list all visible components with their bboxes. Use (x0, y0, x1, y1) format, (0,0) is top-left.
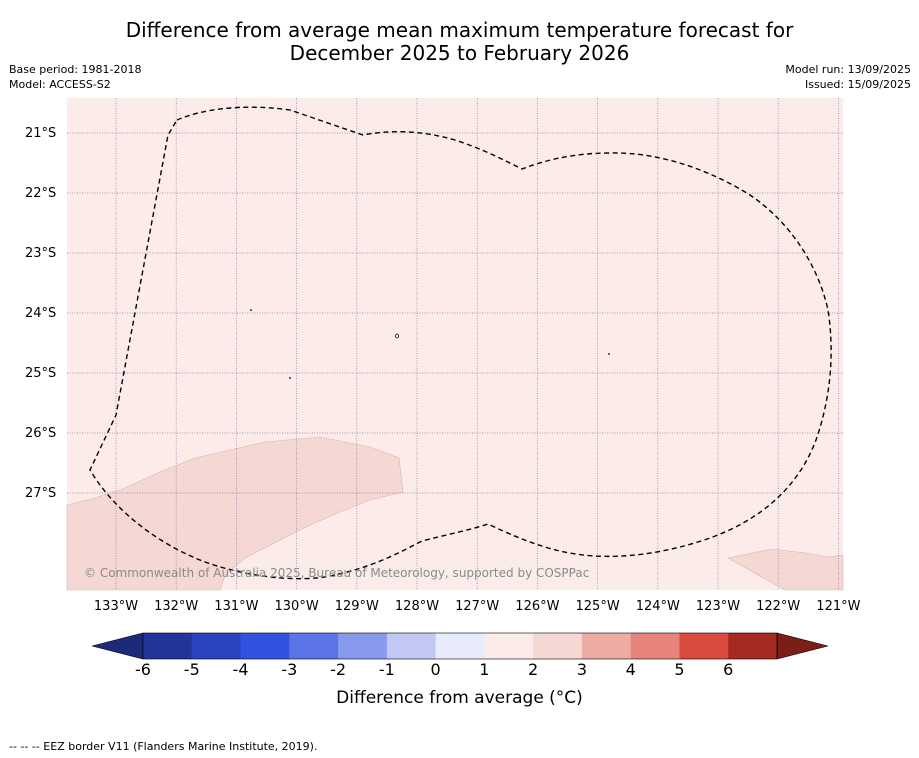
colorbar-tick-label: 2 (528, 660, 539, 679)
copyright-text: © Commonwealth of Australia 2025, Bureau… (84, 566, 590, 580)
colorbar-tick-label: -5 (183, 660, 200, 679)
colorbar-segment (581, 633, 632, 659)
colorbar-tick-label: 6 (723, 660, 734, 679)
base-period-text: Base period: 1981-2018 (9, 63, 142, 76)
colorbar-segment (143, 633, 193, 659)
longitude-label: 127°W (455, 599, 500, 614)
colorbar-segment (435, 633, 485, 659)
anomaly-patch-west (66, 436, 404, 591)
longitude-label: 121°W (816, 599, 861, 614)
colorbar-tick-label: -6 (135, 660, 151, 679)
longitude-label: 125°W (575, 599, 620, 614)
longitude-label: 128°W (394, 599, 440, 614)
longitude-label: 126°W (515, 599, 560, 614)
longitude-label: 131°W (214, 599, 259, 614)
colorbar-tick-label: -1 (378, 660, 395, 679)
island-marker (608, 353, 610, 355)
colorbar-segment (289, 633, 339, 659)
anomaly-patch-east (727, 548, 844, 591)
latitude-label: 24°S (25, 306, 57, 321)
latitude-label: 27°S (25, 486, 57, 501)
longitude-label: 122°W (756, 599, 801, 614)
latitude-label: 23°S (25, 246, 57, 261)
latitude-label: 26°S (25, 426, 57, 441)
longitude-label: 129°W (334, 599, 379, 614)
map-title-line-1: Difference from average mean maximum tem… (125, 18, 794, 42)
colorbar-tick-label: 1 (479, 660, 490, 679)
colorbar-segment (533, 633, 583, 659)
longitude-label: 124°W (635, 599, 680, 614)
colorbar-tick-label: 0 (430, 660, 441, 679)
colorbar-tick-label: 4 (625, 660, 636, 679)
island-marker (289, 377, 291, 379)
colorbar-label: Difference from average (°C) (336, 688, 583, 708)
model-run-text: Model run: 13/09/2025 (785, 63, 911, 76)
colorbar-segment (191, 633, 241, 659)
issued-text: Issued: 15/09/2025 (804, 78, 911, 91)
colorbar-segment (728, 633, 778, 659)
model-text: Model: ACCESS-S2 (9, 78, 111, 91)
latitude-label: 21°S (25, 126, 57, 141)
colorbar-tick-label: -2 (330, 660, 347, 679)
colorbar (91, 632, 829, 660)
colorbar-extend-high (776, 632, 829, 660)
colorbar-segment (679, 633, 729, 659)
colorbar-extend-low (91, 632, 144, 660)
colorbar-segment (338, 633, 388, 659)
longitude-label: 123°W (695, 599, 741, 614)
colorbar-tick-label: -3 (281, 660, 298, 679)
graticule (67, 98, 843, 590)
latitude-label: 25°S (25, 366, 57, 381)
colorbar-segment (630, 633, 680, 659)
colorbar-segment (484, 633, 534, 659)
longitude-label: 132°W (154, 599, 199, 614)
colorbar-tick-label: -4 (232, 660, 249, 679)
colorbar-segment (386, 633, 437, 659)
eez-border-legend: -- -- -- EEZ border V11 (Flanders Marine… (9, 740, 318, 753)
longitude-label: 133°W (93, 599, 139, 614)
islands (250, 309, 610, 379)
eez-border (89, 106, 832, 580)
colorbar-tick-label: 3 (576, 660, 588, 679)
colorbar-outline (142, 632, 778, 660)
map-title-line-2: December 2025 to February 2026 (289, 41, 630, 65)
longitude-label: 130°W (274, 599, 319, 614)
colorbar-tick-label: 5 (674, 660, 685, 679)
colorbar-segment (240, 633, 290, 659)
island-marker (394, 333, 399, 339)
island-marker (250, 309, 252, 311)
latitude-label: 22°S (25, 186, 57, 201)
